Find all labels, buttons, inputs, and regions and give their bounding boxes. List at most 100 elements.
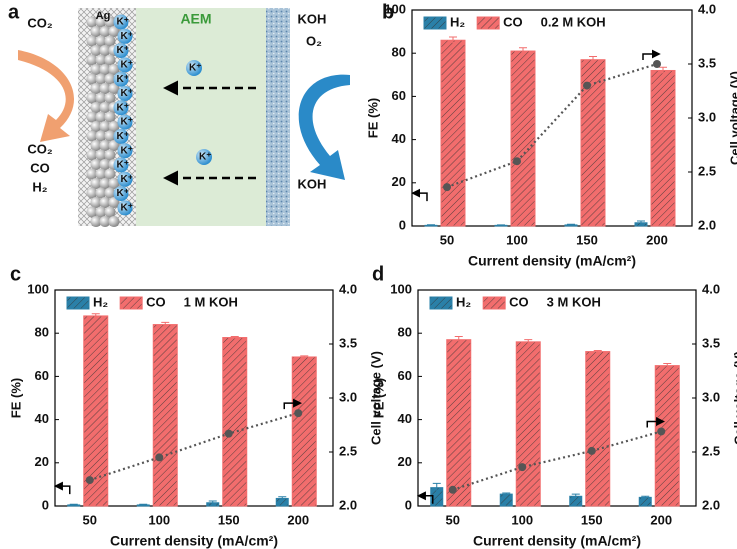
catalyst-particle (99, 102, 111, 113)
catalyst-particle (99, 121, 111, 132)
legend-label: H₂ (456, 294, 471, 309)
y2-axis-title: Cell voltage (V) (727, 71, 737, 165)
line (446, 62, 658, 189)
catalyst-particle (99, 178, 111, 189)
x-tick-label: 200 (287, 512, 309, 527)
membrane (136, 8, 266, 226)
error-bar (593, 349, 602, 353)
ion-label: K⁺ (117, 45, 130, 56)
ion (113, 128, 129, 144)
ion-label: K⁺ (117, 160, 130, 171)
axis-pointer (642, 49, 661, 60)
y2-tick-label: 2.5 (698, 163, 716, 178)
legend-note: 3 M KOH (547, 294, 601, 309)
ion-label: K⁺ (117, 102, 130, 113)
y2-axis-title: Cell voltage (V) (368, 351, 383, 445)
electrolyte-arrow (298, 74, 350, 180)
catalyst-particle (86, 111, 98, 123)
catalyst-particle (104, 92, 116, 104)
bar (585, 351, 611, 507)
panel-letter: a (8, 1, 20, 23)
line-point (587, 446, 596, 455)
ion-label: K⁺ (121, 203, 134, 214)
ion (113, 43, 129, 59)
catalyst-particle (108, 64, 120, 75)
catalyst-particle (86, 73, 98, 85)
ion (117, 143, 133, 159)
y-tick-label: 40 (398, 411, 412, 426)
catalyst-particle (108, 140, 120, 151)
y-tick-label: 100 (384, 1, 406, 16)
catalyst-particle (90, 64, 102, 75)
catalyst-particle (86, 54, 98, 66)
bar (499, 493, 513, 507)
bar (650, 69, 676, 227)
legend-swatch (476, 16, 500, 30)
catalyst-particle (95, 73, 107, 85)
outlet-label: KOH (298, 176, 327, 191)
error-bar (432, 482, 441, 492)
x-axis-title: Current density (mA/cm²) (468, 253, 636, 269)
line-point (513, 157, 521, 166)
catalyst-particle (86, 92, 98, 104)
bar (440, 39, 466, 227)
legend-swatch (119, 296, 143, 310)
line-point (85, 476, 94, 485)
x-axis-title: Current density (mA/cm²) (110, 533, 278, 549)
y-axis-title: FE (%) (365, 98, 380, 138)
catalyst-particle (90, 178, 102, 189)
bar (291, 356, 317, 507)
ion (113, 157, 129, 173)
error-bar (208, 500, 217, 505)
y2-tick-label: 4.0 (339, 281, 357, 296)
catalyst-particle (90, 26, 102, 37)
catalyst-particle (108, 216, 120, 227)
y2-tick-label: 2.0 (339, 497, 357, 512)
axis-pointer (416, 491, 434, 504)
line-point (294, 409, 303, 418)
ion-label: K⁺ (117, 188, 130, 199)
ion-label: K⁺ (117, 131, 130, 142)
ion (186, 60, 202, 76)
y-axis-title: FE (%) (8, 378, 23, 418)
legend-label: H₂ (450, 14, 465, 29)
x-axis-title: Current density (mA/cm²) (473, 533, 641, 549)
ion (117, 28, 133, 44)
legend-label: H₂ (93, 294, 108, 309)
ion (117, 114, 133, 130)
catalyst-particle (95, 92, 107, 104)
y-tick-label: 20 (398, 454, 412, 469)
bar (152, 324, 178, 507)
catalyst-particle (99, 64, 111, 75)
y2-tick-label: 2.0 (698, 217, 716, 232)
y-tick-label: 80 (35, 325, 49, 340)
line-point (657, 427, 666, 436)
ion-label: K⁺ (189, 63, 202, 74)
catalyst-particle (90, 102, 102, 113)
line-point (224, 429, 233, 438)
anode-gas: O₂ (306, 33, 322, 48)
catalyst-particle (104, 206, 116, 218)
catalyst-particle (99, 140, 111, 151)
y-tick-label: 20 (392, 174, 406, 189)
catalyst-particle (86, 130, 98, 142)
error-bar (524, 339, 533, 344)
error-bar (427, 224, 435, 226)
error-bar (637, 220, 645, 225)
x-tick-label: 50 (440, 232, 454, 247)
catalyst-particle (99, 26, 111, 37)
error-bar (571, 493, 580, 499)
catalyst-particle (104, 187, 116, 199)
error-bar (278, 496, 287, 501)
ion-label: K⁺ (121, 145, 134, 156)
panel-letter: b (382, 1, 394, 23)
diagram: a K⁺ K⁺ K⁺ K⁺ K⁺ K⁺ K⁺ K⁺ K⁺ K⁺ K⁺ K⁺ K⁺ K⁺ Ag AEM K⁺… (8, 1, 350, 227)
y2-tick-label: 2.5 (702, 443, 720, 458)
y2-tick-label: 2.0 (702, 497, 720, 512)
catalyst-particle (104, 168, 116, 180)
catalyst-particle (90, 45, 102, 56)
bar (638, 496, 652, 507)
catalyst-particle (86, 35, 98, 47)
